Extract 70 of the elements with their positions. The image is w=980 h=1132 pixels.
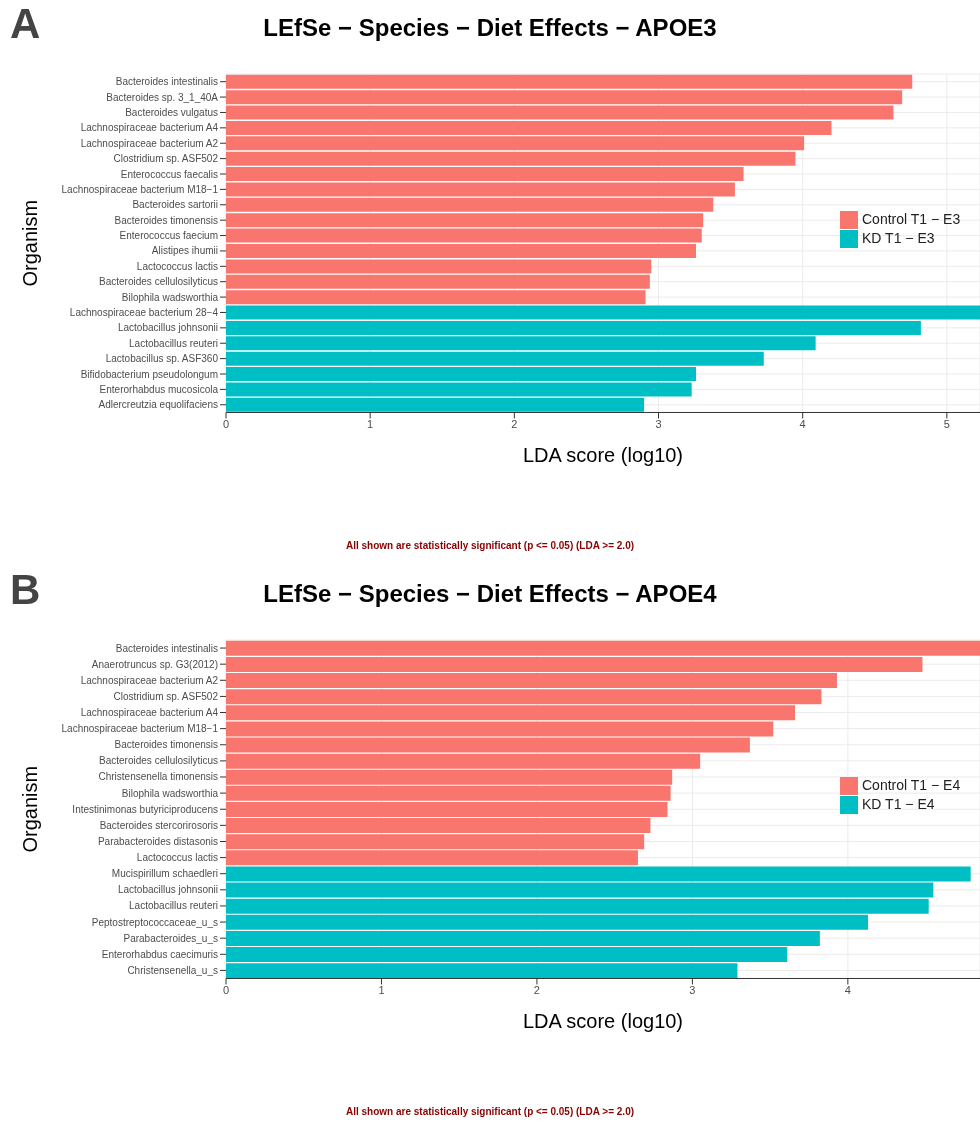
- y-tick-label: Intestinimonas butyriciproducens: [72, 803, 218, 815]
- y-tick-label: Lactococcus lactis: [136, 852, 218, 864]
- x-tick-label: 2: [533, 984, 540, 997]
- y-tick-label: Lachnospiraceae bacterium A4: [80, 122, 219, 134]
- y-tick-label: Adlercreutzia equolifaciens: [98, 399, 218, 411]
- x-tick-label: 4: [844, 984, 851, 997]
- y-tick-label: Lachnospiraceae bacterium M18−1: [61, 183, 219, 195]
- x-tick-label: 0: [222, 418, 230, 431]
- legend-label: Control T1 − E4: [862, 777, 961, 793]
- x-tick-label: 0: [222, 984, 230, 997]
- x-tick-label: 3: [689, 984, 696, 997]
- y-tick-label: Enterococcus faecium: [119, 230, 218, 242]
- y-tick-label: Bacteroides cellulosilyticus: [99, 276, 218, 288]
- bar: [226, 397, 645, 412]
- x-tick-label: 3: [655, 418, 662, 431]
- bar: [226, 866, 971, 882]
- x-axis-title: LDA score (log10): [522, 1010, 684, 1033]
- y-tick-label: Enterorhabdus mucosicola: [99, 383, 219, 395]
- y-tick-label: Lactobacillus johnsonii: [117, 322, 218, 334]
- y-tick-label: Bacteroides intestinalis: [115, 642, 218, 654]
- legend-label: KD T1 − E3: [862, 229, 935, 246]
- y-tick-label: Lachnospiraceae bacterium A2: [80, 674, 219, 686]
- y-tick-label: Anaerotruncus sp. G3(2012): [91, 658, 218, 670]
- legend-label: Control T1 − E3: [862, 211, 961, 227]
- y-tick-label: Lachnospiraceae bacterium A4: [80, 707, 219, 719]
- text: A: [10, 0, 41, 48]
- y-axis-title: Organism: [19, 199, 42, 287]
- text: All shown are statistically significant (p <= 0.05) (LDA >= 2.0): [344, 1106, 636, 1117]
- y-tick-label: Bacteroides intestinalis: [115, 76, 218, 88]
- x-tick-label: 1: [367, 418, 374, 431]
- y-tick-label: Bilophila wadsworthia: [121, 291, 219, 303]
- x-tick-label: 5: [943, 418, 950, 431]
- y-tick-label: Mucispirillum schaedleri: [111, 868, 218, 880]
- y-tick-label: Clostridium sp. ASF502: [113, 153, 219, 165]
- y-tick-label: Christensenella timonensis: [98, 771, 218, 783]
- y-tick-label: Lactococcus lactis: [136, 260, 218, 272]
- y-tick-label: Lactobacillus johnsonii: [117, 884, 218, 896]
- chart-title: LEfSe − Species − Diet Effects − APOE4: [263, 580, 717, 607]
- y-tick-label: Lachnospiraceae bacterium A2: [80, 137, 219, 149]
- y-axis-title: Organism: [19, 765, 42, 853]
- y-tick-label: Bilophila wadsworthia: [121, 787, 219, 799]
- x-axis-title: LDA score (log10): [522, 444, 684, 467]
- y-tick-label: Lachnospiraceae bacterium M18−1: [61, 723, 219, 735]
- y-tick-label: Bacteroides timonensis: [114, 739, 218, 751]
- y-tick-label: Bacteroides timonensis: [114, 214, 218, 226]
- y-tick-label: Clostridium sp. ASF502: [113, 690, 219, 702]
- y-tick-label: Parabacteroides_u_s: [123, 932, 218, 944]
- x-tick-label: 4: [799, 418, 806, 431]
- y-tick-label: Lachnospiraceae bacterium 28−4: [69, 306, 219, 318]
- y-tick-label: Peptostreptococcaceae_u_s: [91, 916, 218, 928]
- y-tick-label: Enterorhabdus caecimuris: [101, 948, 218, 960]
- y-tick-label: Bifidobacterium pseudolongum: [80, 368, 218, 380]
- text: All shown are statistically significant (p <= 0.05) (LDA >= 2.0): [344, 540, 636, 551]
- y-tick-label: Alistipes ihumii: [151, 245, 218, 257]
- y-tick-label: Lactobacillus sp. ASF360: [105, 353, 219, 365]
- x-tick-label: 2: [511, 418, 518, 431]
- y-tick-label: Bacteroides cellulosilyticus: [99, 755, 218, 767]
- chart-title: LEfSe − Species − Diet Effects − APOE3: [263, 14, 717, 41]
- y-tick-label: Parabacteroides distasonis: [97, 835, 218, 847]
- y-tick-label: Bacteroides sp. 3_1_40A: [106, 91, 219, 103]
- y-tick-label: Enterococcus faecalis: [120, 168, 218, 180]
- y-tick-label: Bacteroides stercorirosoris: [99, 819, 218, 831]
- y-tick-label: Bacteroides sartorii: [132, 199, 218, 211]
- x-tick-label: 1: [378, 984, 385, 997]
- y-tick-label: Christensenella_u_s: [127, 964, 218, 976]
- y-tick-label: Lactobacillus reuteri: [129, 900, 218, 912]
- legend-label: KD T1 − E4: [862, 795, 935, 812]
- y-tick-label: Lactobacillus reuteri: [129, 337, 218, 349]
- y-tick-label: Bacteroides vulgatus: [125, 106, 218, 118]
- text: B: [10, 566, 41, 614]
